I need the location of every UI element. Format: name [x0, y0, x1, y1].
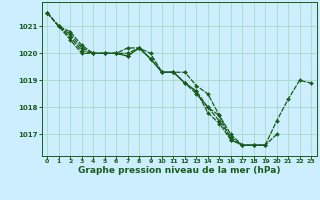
- X-axis label: Graphe pression niveau de la mer (hPa): Graphe pression niveau de la mer (hPa): [78, 166, 280, 175]
